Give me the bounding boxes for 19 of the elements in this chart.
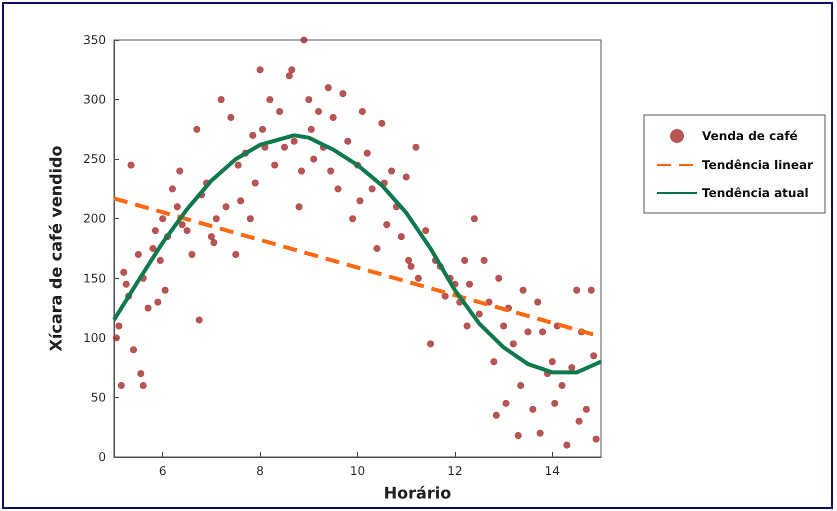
line-series [112, 133, 603, 374]
legend-label: Tendência atual [702, 186, 809, 200]
x-axis-title: Horário [384, 484, 452, 502]
y-tick-label: 200 [83, 212, 106, 226]
x-tick-label: 14 [544, 464, 560, 478]
y-tick-label: 150 [83, 271, 106, 286]
x-tick-label: 12 [447, 464, 463, 478]
legend-label: Tendência linear [702, 158, 814, 172]
x-tick-label: 6 [158, 464, 167, 478]
x-tick-label: 10 [350, 464, 366, 478]
y-axis-title: Xícara de café vendido [46, 146, 66, 352]
legend-label: Venda de café [702, 129, 798, 143]
y-tick-label: 50 [90, 390, 106, 404]
y-tick-label: 300 [83, 92, 106, 107]
y-tick-label: 0 [98, 450, 106, 464]
y-tick-label: 250 [83, 152, 106, 166]
x-tick-label: 8 [256, 464, 264, 478]
y-tick-label: 100 [83, 330, 106, 345]
y-tick-label: 350 [83, 33, 106, 47]
